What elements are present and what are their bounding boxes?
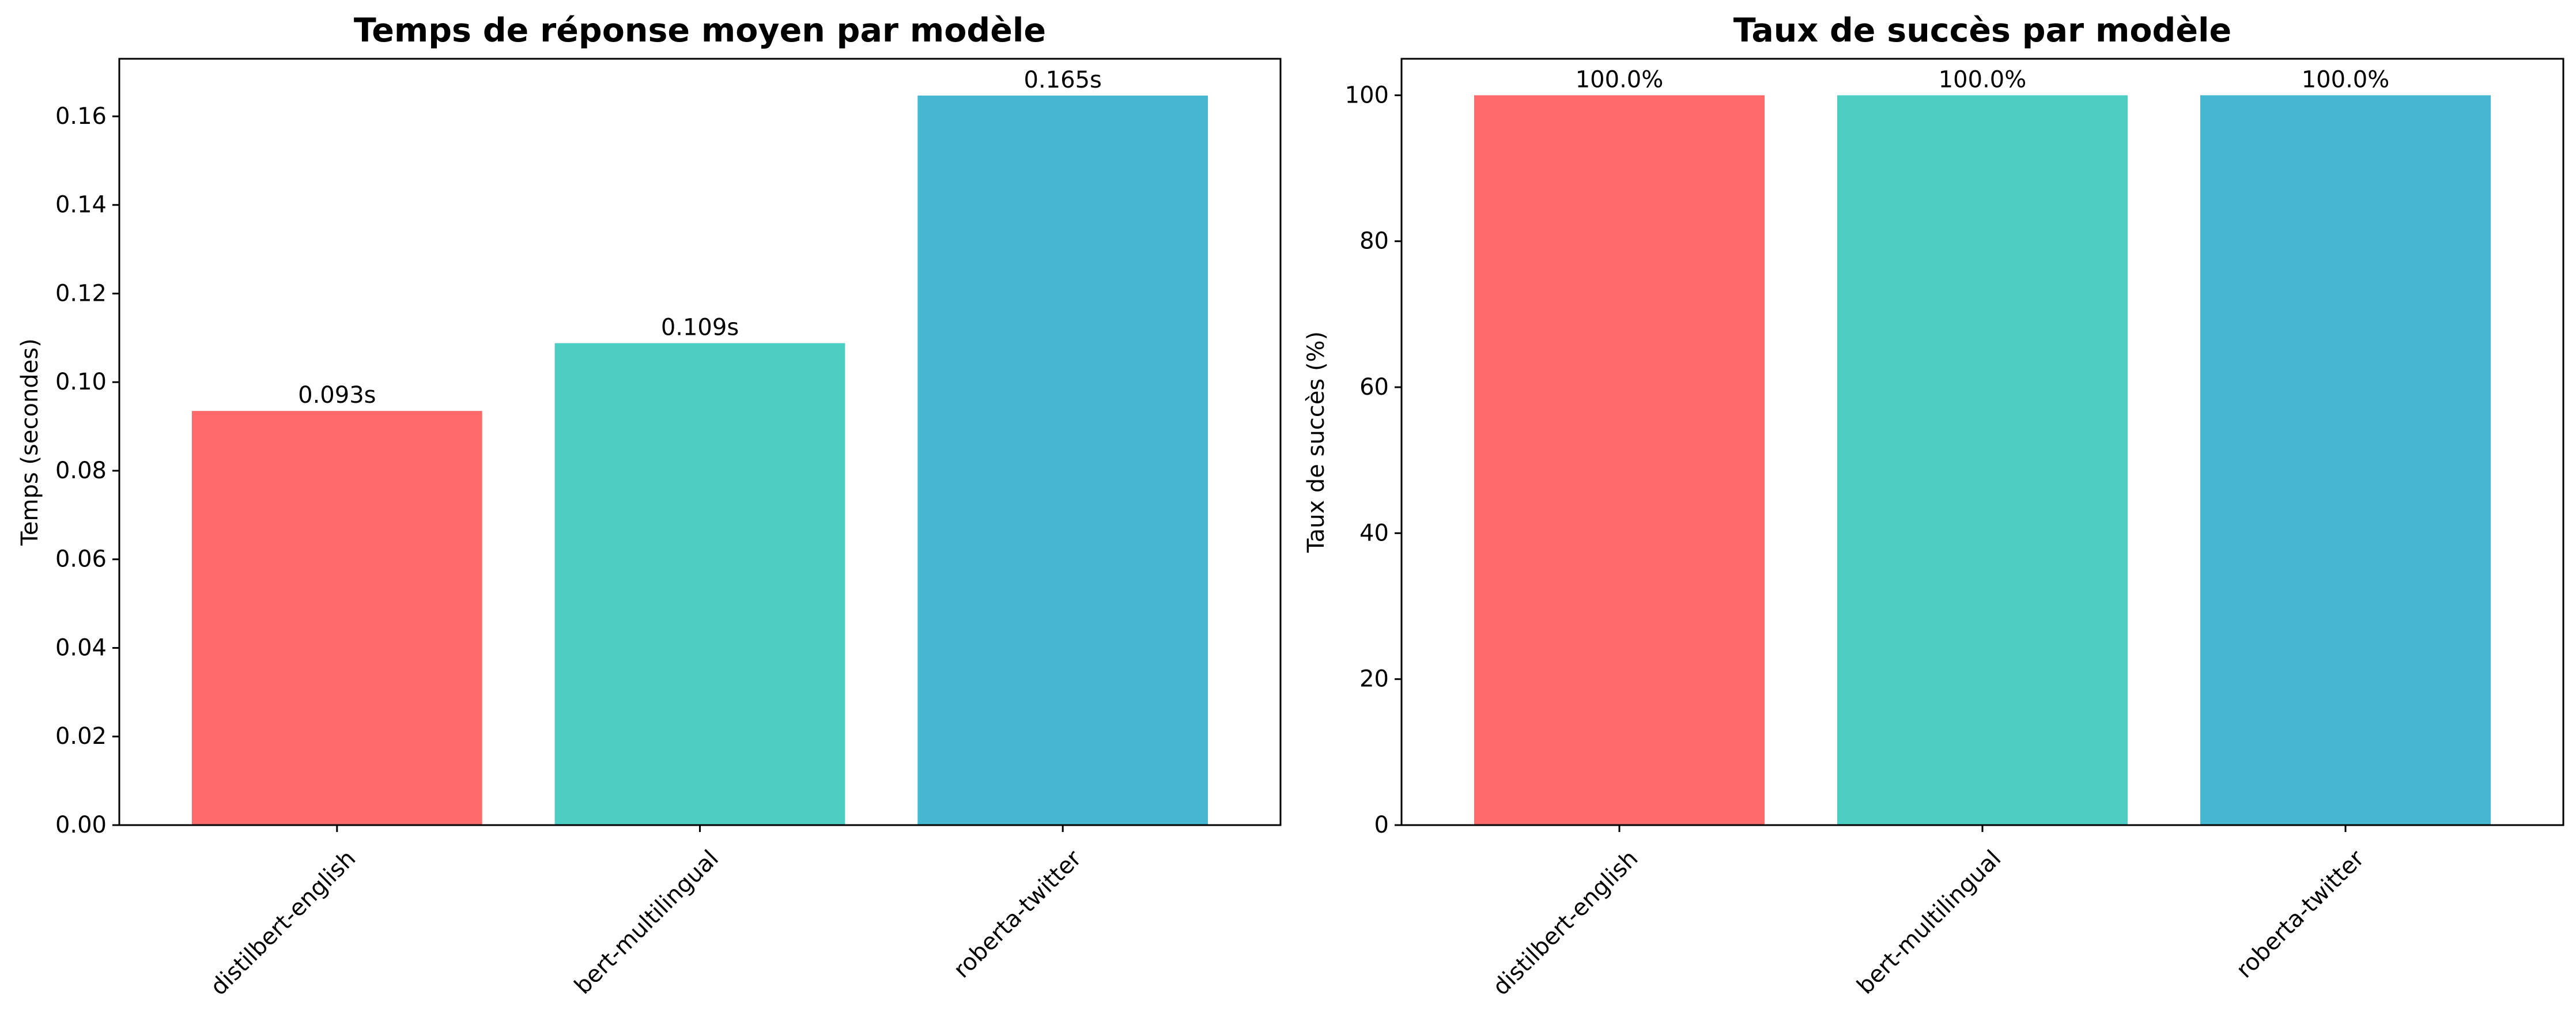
y-tick-label: 0: [1374, 812, 1389, 838]
y-tick-label: 60: [1359, 374, 1389, 400]
bar-value-label: 0.093s: [298, 382, 376, 409]
x-tick-label: distilbert-english: [1488, 845, 1644, 1001]
y-tick-label: 0.06: [55, 546, 107, 573]
bar-value-label: 100.0%: [1576, 66, 1664, 93]
bar-distilbert-english: [191, 411, 482, 825]
bar-roberta-twitter: [917, 95, 1208, 826]
bar-bert-multilingual: [554, 343, 845, 825]
bar-distilbert-english: [1474, 95, 1765, 825]
y-tick-label: 20: [1359, 666, 1389, 693]
bar-roberta-twitter: [2200, 95, 2491, 825]
y-tick-label: 40: [1359, 520, 1389, 546]
y-tick-label: 0.14: [55, 192, 107, 218]
y-tick-label: 0.08: [55, 457, 107, 484]
bar-value-label: 0.165s: [1024, 67, 1102, 93]
success-rate-chart: 100.0% 100.0% 100.0% 0 20 40 60 80 100 distilbert…: [1303, 12, 2564, 1001]
bar-value-label: 100.0%: [1939, 66, 2027, 93]
x-tick-label: roberta-twitter: [2231, 845, 2370, 984]
bar-bert-multilingual: [1837, 95, 2128, 825]
bar-value-label: 100.0%: [2302, 66, 2390, 93]
chart-title: Temps de réponse moyen par modèle: [354, 12, 1046, 50]
y-axis-label: Temps (secondes): [17, 338, 43, 546]
y-tick-label: 80: [1359, 228, 1389, 255]
response-time-chart: 0.093s 0.109s 0.165s 0.00 0.02 0.04 0.06 0.08 0.…: [17, 12, 1282, 1001]
y-tick-label: 0.16: [55, 103, 107, 130]
y-tick-label: 0.12: [55, 280, 107, 307]
y-axis-label: Taux de succès (%): [1303, 331, 1329, 553]
bar-value-label: 0.109s: [661, 315, 739, 341]
y-tick-label: 0.02: [55, 723, 107, 750]
y-tick-label: 0.10: [55, 369, 107, 395]
x-tick-label: distilbert-english: [205, 845, 361, 1001]
x-tick-label: bert-multilingual: [569, 845, 724, 1000]
y-tick-label: 0.04: [55, 634, 107, 661]
chart-title: Taux de succès par modèle: [1733, 12, 2231, 50]
x-tick-label: roberta-twitter: [949, 845, 1087, 984]
y-tick-label: 0.00: [55, 812, 107, 838]
y-tick-label: 100: [1345, 82, 1389, 108]
x-tick-label: bert-multilingual: [1852, 845, 2007, 1000]
